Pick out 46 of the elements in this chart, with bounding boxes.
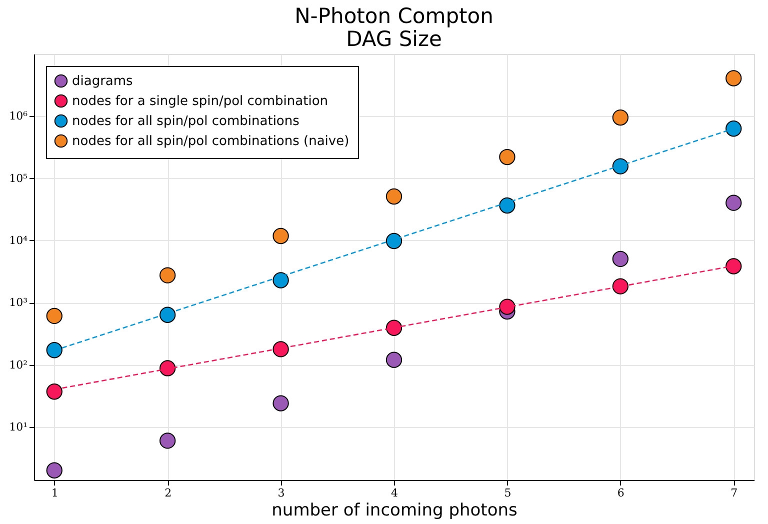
x-tick-label: 5 [504,486,512,500]
point [46,342,62,358]
y-tick-label: 10⁶ [9,110,28,123]
y-tick-label: 10¹ [9,420,28,434]
point [46,384,62,400]
point [612,109,628,126]
point [612,278,628,294]
point [160,267,176,284]
point [386,188,402,205]
x-tick-label: 2 [164,486,172,500]
chart-title: N-Photon Compton DAG Size [294,4,494,51]
legend-label: nodes for all spin/pol combinations (naive) [72,134,350,149]
y-tick-label: 10³ [9,296,28,310]
point [499,298,516,315]
y-tick-label: 10² [9,358,28,372]
point [726,70,742,86]
point [46,462,62,478]
point [272,228,289,244]
point [272,272,289,288]
point [272,395,289,412]
x-tick-label: 1 [51,486,58,500]
point [160,360,176,376]
point [612,250,628,268]
point [386,320,402,336]
point [272,341,289,358]
point [386,352,402,368]
point [46,308,62,324]
y-tick-label: 10⁵ [9,172,28,185]
x-tick-label: 7 [730,486,738,500]
legend-label: diagrams [72,74,134,89]
point [499,148,516,166]
legend-label: nodes for all spin/pol combinations [72,114,300,129]
point [612,158,628,174]
x-axis-title: number of incoming photons [272,500,518,520]
point [160,306,176,323]
point [160,432,176,449]
point [726,258,742,274]
x-tick-label: 6 [617,486,624,500]
x-tick-label: 4 [391,486,398,500]
legend-label: nodes for a single spin/pol combination [72,94,328,109]
point [726,120,742,137]
point [386,232,402,250]
y-tick-label: 10⁴ [9,234,28,247]
point [499,197,516,214]
x-tick-label: 3 [278,486,285,500]
point [726,194,742,211]
